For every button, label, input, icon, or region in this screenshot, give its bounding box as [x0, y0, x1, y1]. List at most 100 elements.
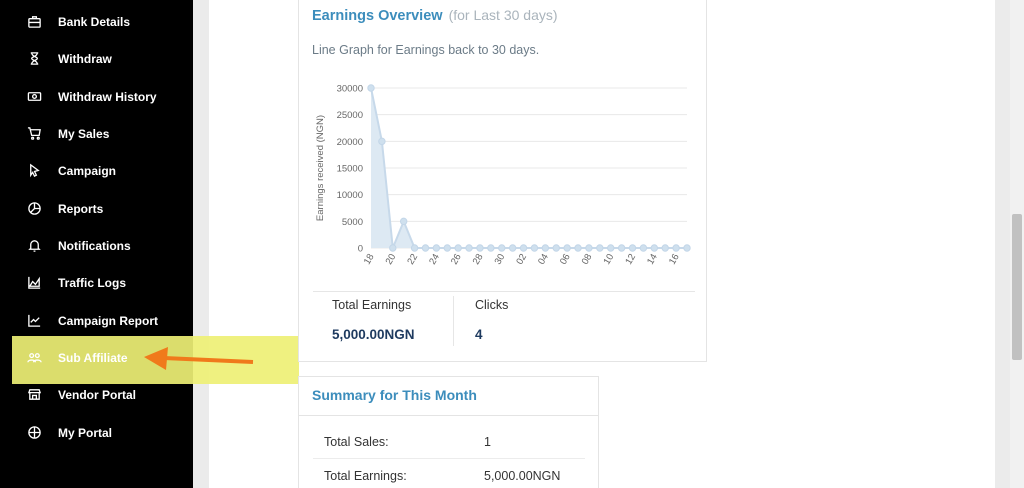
scrollbar-thumb[interactable]: [1012, 214, 1022, 360]
summary-row-value: 1: [484, 434, 491, 449]
x-tick-label: 12: [623, 252, 638, 267]
data-point: [661, 244, 669, 252]
portal-icon: [26, 425, 42, 441]
sidebar-item-my-sales[interactable]: My Sales: [0, 115, 193, 152]
sidebar-item-campaign[interactable]: Campaign: [0, 152, 193, 189]
sidebar-item-reports[interactable]: Reports: [0, 190, 193, 227]
series-area: [371, 88, 687, 248]
summary-divider: [299, 415, 598, 416]
data-point: [508, 244, 517, 252]
data-point: [476, 244, 484, 252]
sidebar-item-campaign-report[interactable]: Campaign Report: [0, 302, 193, 339]
total-earnings-stat: Total Earnings 5,000.00NGN: [332, 298, 415, 342]
x-tick-label: 22: [405, 252, 420, 267]
data-point: [650, 244, 659, 252]
sidebar-item-withdraw-history[interactable]: Withdraw History: [0, 78, 193, 115]
x-tick-label: 08: [580, 252, 595, 267]
sidebar-item-label: Campaign Report: [58, 313, 159, 328]
hourglass-icon: [26, 51, 42, 67]
y-tick-label: 0: [358, 244, 363, 255]
sidebar-item-label: My Portal: [58, 425, 113, 440]
x-tick-label: 14: [645, 252, 660, 267]
x-tick-label: 02: [514, 252, 529, 267]
sidebar-item-my-portal[interactable]: My Portal: [0, 414, 193, 451]
summary-row: Total Earnings: 5,000.00NGN: [313, 459, 585, 488]
x-tick-label: 24: [427, 252, 442, 267]
sidebar-item-label: Vendor Portal: [58, 387, 137, 402]
data-point: [628, 244, 637, 252]
data-point: [617, 244, 626, 252]
y-tick-label: 10000: [337, 190, 363, 201]
x-tick-label: 16: [667, 252, 682, 267]
y-tick-label: 5000: [342, 217, 363, 228]
x-tick-label: 26: [449, 252, 464, 267]
stats-separator: [313, 291, 695, 292]
summary-row: Total Sales: 1: [313, 425, 585, 459]
data-point: [541, 244, 550, 252]
y-axis-label: Earnings received (NGN): [315, 115, 326, 221]
bell-icon: [26, 238, 42, 254]
data-point: [530, 244, 539, 252]
sidebar-item-label: Campaign: [58, 163, 117, 178]
clicks-label: Clicks: [475, 298, 509, 312]
clicks-value: 4: [475, 327, 483, 342]
data-point: [378, 137, 386, 146]
line-chart-icon: [26, 313, 42, 329]
total-earnings-label: Total Earnings: [332, 298, 412, 312]
data-point: [552, 244, 560, 252]
earnings-chart: 30000 25000 20000 15000 10000 5000 0 Earnings r…: [315, 84, 691, 267]
sidebar-item-traffic-logs[interactable]: Traffic Logs: [0, 264, 193, 301]
data-point: [465, 244, 473, 252]
y-tick-label: 30000: [337, 84, 363, 95]
y-tick-label: 25000: [337, 110, 363, 121]
x-tick-label: 20: [384, 252, 399, 267]
sidebar-item-label: Bank Details: [58, 14, 131, 29]
earnings-title-text: Earnings Overview: [312, 8, 443, 24]
money-icon: [26, 89, 42, 105]
data-point: [410, 244, 419, 252]
cart-icon: [26, 126, 42, 142]
summary-row-value: 5,000.00NGN: [484, 468, 561, 483]
sidebar-item-label: Withdraw History: [58, 89, 157, 104]
earnings-description: Line Graph for Earnings back to 30 days.: [312, 43, 540, 57]
data-point: [432, 244, 441, 252]
x-tick-label: 04: [536, 252, 551, 267]
sidebar-item-withdraw[interactable]: Withdraw: [0, 40, 193, 77]
summary-row-label: Total Earnings:: [324, 468, 407, 483]
summary-row-label: Total Sales:: [324, 434, 389, 449]
briefcase-icon: [26, 14, 42, 30]
y-tick-label: 20000: [337, 137, 363, 148]
data-point: [454, 244, 462, 252]
earnings-title: Earnings Overview (for Last 30 days): [312, 7, 558, 24]
data-point: [498, 244, 506, 252]
data-point: [596, 244, 604, 252]
sidebar-item-label: Withdraw: [58, 51, 112, 66]
sidebar-item-label: Reports: [58, 201, 104, 216]
data-point: [443, 244, 451, 252]
summary-title: Summary for This Month: [312, 387, 477, 403]
store-icon: [26, 387, 42, 403]
x-tick-label: 30: [493, 252, 508, 267]
x-tick-label: 06: [558, 252, 573, 267]
data-point: [639, 244, 648, 252]
sidebar-item-bank-details[interactable]: Bank Details: [0, 3, 193, 40]
data-point: [421, 244, 430, 252]
data-point: [367, 84, 375, 92]
sidebar-item-notifications[interactable]: Notifications: [0, 227, 193, 264]
data-point: [672, 244, 680, 252]
users-icon: [26, 350, 42, 366]
x-tick-label: 28: [471, 252, 486, 267]
stat-divider: [453, 296, 454, 346]
sidebar-item-label: Sub Affiliate: [58, 350, 128, 365]
data-point: [683, 244, 691, 252]
x-tick-label: 18: [362, 252, 377, 267]
sidebar-item-vendor-portal[interactable]: Vendor Portal: [0, 376, 193, 413]
data-point: [574, 244, 582, 252]
data-point: [399, 217, 408, 226]
pie-chart-icon: [26, 201, 42, 217]
sidebar-item-sub-affiliate[interactable]: Sub Affiliate: [0, 339, 193, 376]
data-point: [519, 244, 528, 252]
sidebar: [0, 0, 193, 488]
x-tick-label: 10: [602, 252, 617, 267]
area-chart-icon: [26, 275, 42, 291]
